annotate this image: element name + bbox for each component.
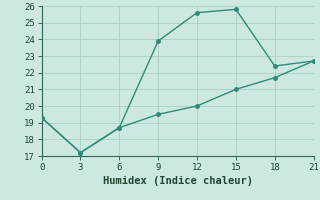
- X-axis label: Humidex (Indice chaleur): Humidex (Indice chaleur): [103, 176, 252, 186]
